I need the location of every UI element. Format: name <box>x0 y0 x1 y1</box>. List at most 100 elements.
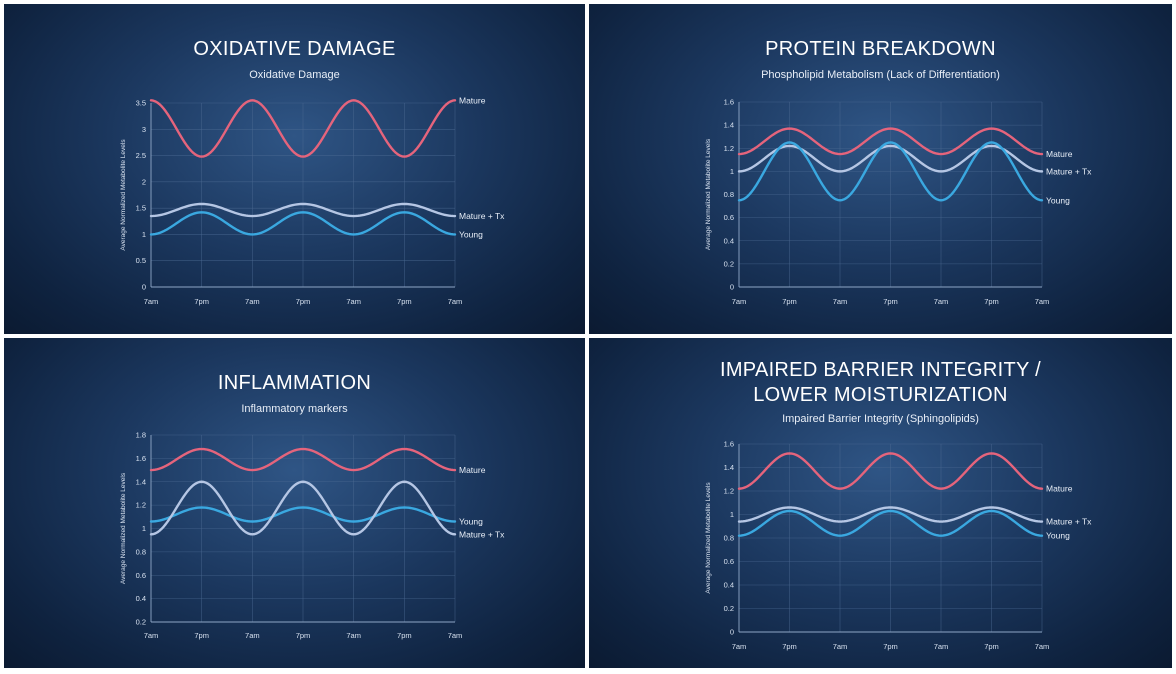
series-label-mature-tx: Mature + Tx <box>459 211 505 221</box>
series-label-mature: Mature <box>459 95 486 105</box>
y-tick-label: 2.5 <box>136 151 146 160</box>
chart-panel-barrier-integrity: IMPAIRED BARRIER INTEGRITY / LOWER MOISTU… <box>589 338 1172 668</box>
series-label-mature-tx: Mature + Tx <box>1046 166 1092 176</box>
y-tick-label: 3.5 <box>136 99 146 108</box>
chart-svg: IMPAIRED BARRIER INTEGRITY / LOWER MOISTU… <box>705 359 1092 651</box>
chart-subtitle: Oxidative Damage <box>249 69 340 81</box>
y-tick-label: 0.8 <box>724 534 734 543</box>
chart-title: PROTEIN BREAKDOWN <box>765 38 996 60</box>
chart-subtitle: Impaired Barrier Integrity (Sphingolipid… <box>782 413 979 425</box>
y-axis-label: Average Normalized Metabolite Levels <box>120 139 127 251</box>
chart-title: LOWER MOISTURIZATION <box>753 384 1008 406</box>
y-tick-label: 1 <box>730 167 734 176</box>
series-line-mature-tx <box>737 144 1044 173</box>
series-label-mature: Mature <box>1046 484 1073 494</box>
x-tick-label: 7am <box>732 642 747 651</box>
series-label-young: Young <box>459 516 483 526</box>
y-tick-label: 0.6 <box>724 213 734 222</box>
x-tick-label: 7am <box>346 631 361 640</box>
x-tick-label: 7pm <box>296 297 311 306</box>
y-tick-label: 3 <box>142 125 146 134</box>
series-line-mature-tx <box>149 202 457 218</box>
x-tick-label: 7am <box>448 297 463 306</box>
y-tick-label: 0 <box>730 283 734 292</box>
y-tick-label: 0.4 <box>724 581 734 590</box>
y-tick-label: 1.6 <box>724 98 734 107</box>
y-tick-label: 2 <box>142 177 146 186</box>
y-tick-label: 1.4 <box>136 477 146 486</box>
y-tick-label: 0.6 <box>136 571 146 580</box>
y-tick-label: 1.5 <box>136 204 146 213</box>
series-label-mature-tx: Mature + Tx <box>1046 517 1092 527</box>
x-tick-label: 7pm <box>782 297 797 306</box>
y-tick-label: 0.5 <box>136 256 146 265</box>
x-tick-label: 7pm <box>883 642 898 651</box>
series-label-young: Young <box>1046 195 1070 205</box>
y-axis-label: Average Normalized Metabolite Levels <box>705 482 712 594</box>
x-tick-label: 7pm <box>397 297 412 306</box>
x-tick-label: 7pm <box>296 631 311 640</box>
chart-panel-protein-breakdown: PROTEIN BREAKDOWN Phospholipid Metabolism… <box>589 4 1172 334</box>
y-tick-label: 0.8 <box>136 547 146 556</box>
chart-svg: PROTEIN BREAKDOWN Phospholipid Metabolism… <box>705 38 1092 306</box>
y-tick-label: 1.2 <box>136 501 146 510</box>
series-line-mature-tx <box>149 480 457 536</box>
y-tick-label: 1 <box>142 230 146 239</box>
chart-subtitle: Phospholipid Metabolism (Lack of Differe… <box>761 69 1000 81</box>
x-tick-label: 7am <box>448 631 463 640</box>
series-line-mature <box>737 452 1044 490</box>
series-label-mature-tx: Mature + Tx <box>459 529 505 539</box>
x-tick-label: 7am <box>245 297 260 306</box>
chart-title: INFLAMMATION <box>218 372 371 394</box>
series-label-young: Young <box>459 229 483 239</box>
series-line-young <box>149 506 457 523</box>
y-axis-label: Average Normalized Metabolite Levels <box>120 472 127 584</box>
y-tick-label: 1.6 <box>724 440 734 449</box>
x-tick-label: 7am <box>1035 642 1050 651</box>
series-line-mature <box>737 127 1044 156</box>
series-line-mature <box>149 99 457 158</box>
x-tick-label: 7am <box>346 297 361 306</box>
x-tick-label: 7am <box>833 297 848 306</box>
x-tick-label: 7am <box>245 631 260 640</box>
x-tick-label: 7am <box>934 642 949 651</box>
y-tick-label: 0.4 <box>724 236 734 245</box>
y-tick-label: 1.4 <box>724 121 734 130</box>
chart-svg: OXIDATIVE DAMAGE Oxidative Damage 0 0.5 1 1.5… <box>120 38 505 306</box>
chart-title: OXIDATIVE DAMAGE <box>193 38 395 60</box>
x-tick-label: 7pm <box>782 642 797 651</box>
x-tick-label: 7am <box>144 631 159 640</box>
chart-subtitle: Inflammatory markers <box>241 403 348 415</box>
chart-title: IMPAIRED BARRIER INTEGRITY / <box>720 359 1041 381</box>
series-line-young <box>737 509 1044 537</box>
series-label-young: Young <box>1046 531 1070 541</box>
x-tick-label: 7am <box>1035 297 1050 306</box>
chart-panel-inflammation: INFLAMMATION Inflammatory markers 0.2 0.4 0.… <box>4 338 585 668</box>
x-tick-label: 7pm <box>883 297 898 306</box>
y-tick-label: 1.2 <box>724 144 734 153</box>
series-line-mature-tx <box>737 506 1044 523</box>
y-tick-label: 0 <box>142 283 146 292</box>
x-tick-label: 7pm <box>194 297 209 306</box>
series-line-young <box>737 141 1044 202</box>
x-tick-label: 7am <box>833 642 848 651</box>
y-tick-label: 0.6 <box>724 557 734 566</box>
x-tick-label: 7pm <box>397 631 412 640</box>
x-tick-label: 7am <box>144 297 159 306</box>
y-axis-label: Average Normalized Metabolite Levels <box>705 138 712 250</box>
y-tick-label: 0.2 <box>724 259 734 268</box>
x-tick-label: 7am <box>934 297 949 306</box>
y-tick-label: 0.4 <box>136 594 146 603</box>
x-tick-label: 7pm <box>984 642 999 651</box>
y-tick-label: 0.2 <box>136 618 146 627</box>
y-tick-label: 1.6 <box>136 454 146 463</box>
x-tick-label: 7pm <box>984 297 999 306</box>
y-tick-label: 0 <box>730 628 734 637</box>
chart-panel-oxidative-damage: OXIDATIVE DAMAGE Oxidative Damage 0 0.5 1 1.5… <box>4 4 585 334</box>
x-tick-label: 7pm <box>194 631 209 640</box>
y-tick-label: 1.2 <box>724 487 734 496</box>
y-tick-label: 1.4 <box>724 463 734 472</box>
series-label-mature: Mature <box>1046 149 1073 159</box>
series-label-mature: Mature <box>459 465 486 475</box>
y-tick-label: 0.2 <box>724 604 734 613</box>
